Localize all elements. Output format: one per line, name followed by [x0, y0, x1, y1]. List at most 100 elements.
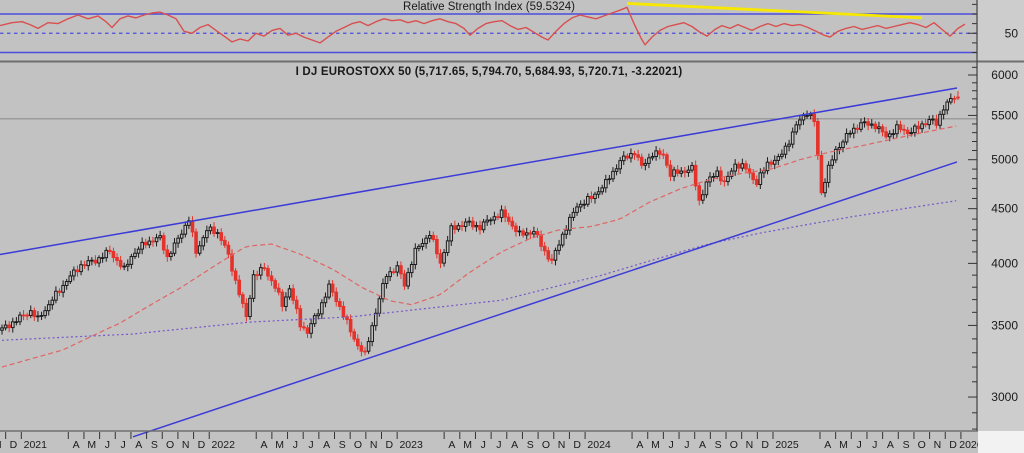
candle-body: [54, 290, 58, 301]
candle-body: [25, 314, 29, 317]
candle-body: [420, 243, 425, 247]
candle-body: [370, 325, 374, 343]
candle-body: [514, 225, 518, 233]
candle-body: [539, 234, 543, 247]
time-axis-label: M: [839, 439, 848, 451]
candle-body: [805, 115, 809, 117]
value-axis-area: [978, 0, 1024, 453]
candle-body: [758, 172, 763, 186]
candle-body: [75, 269, 80, 273]
candle-body: [956, 96, 960, 99]
candle-body: [377, 298, 382, 314]
candle-body: [32, 310, 37, 318]
candle-body: [913, 125, 917, 134]
candle-body: [733, 163, 737, 172]
candle-body: [68, 275, 73, 283]
candle-body: [366, 341, 371, 352]
time-axis-label: J: [293, 439, 298, 451]
candle-body: [262, 267, 267, 269]
ma200-line[interactable]: [1, 200, 957, 341]
candle-body: [316, 313, 321, 317]
candle-body: [542, 245, 547, 252]
candle-body: [722, 180, 727, 183]
candle-body: [614, 168, 619, 172]
time-axis-label: M: [87, 439, 96, 451]
candle-body: [14, 321, 19, 324]
candle-body: [474, 225, 479, 228]
candle-body: [338, 301, 342, 307]
candle-body: [363, 350, 367, 353]
candle-body: [7, 324, 11, 329]
candle-body: [848, 132, 852, 135]
time-axis-label: A: [636, 439, 643, 451]
candle-body: [467, 220, 472, 223]
candle-body: [697, 185, 702, 201]
candle-body: [934, 118, 939, 126]
candle-body: [183, 224, 188, 235]
candle-body: [618, 160, 622, 170]
candle-body: [798, 119, 802, 126]
price-axis-label: 6000: [991, 68, 1018, 82]
candle-body: [294, 299, 299, 310]
upper-channel-trendline[interactable]: [0, 87, 958, 256]
price-plot-area[interactable]: [0, 87, 977, 438]
candle-body: [557, 244, 561, 251]
candle-body: [176, 237, 180, 244]
candles-series[interactable]: [0, 91, 960, 357]
candle-body: [230, 253, 234, 272]
candle-body: [43, 310, 47, 317]
candle-body: [611, 170, 615, 180]
candle-body: [600, 187, 604, 193]
candle-body: [435, 238, 439, 255]
pane-divider: [0, 60, 1024, 63]
candle-body: [859, 122, 863, 130]
candle-body: [568, 216, 572, 231]
candle-body: [765, 161, 770, 172]
candle-body: [834, 148, 838, 161]
candle-body: [409, 263, 414, 274]
candle-body: [582, 203, 587, 206]
candle-body: [726, 175, 730, 183]
lower-channel-trendline[interactable]: [132, 161, 958, 438]
candle-body: [3, 324, 8, 329]
candle-body: [449, 225, 454, 242]
time-axis-label: 2022: [212, 439, 236, 451]
rsi-trendline[interactable]: [626, 2, 923, 20]
candle-body: [93, 259, 98, 264]
candle-body: [949, 97, 953, 103]
candle-body: [672, 169, 676, 177]
candle-body: [442, 252, 446, 264]
candle-body: [826, 164, 831, 183]
candle-body: [589, 195, 594, 200]
candle-body: [855, 127, 860, 130]
candle-body: [938, 113, 942, 126]
rsi-line[interactable]: [0, 6, 966, 46]
candle-body: [10, 321, 15, 329]
candle-body: [596, 191, 601, 195]
time-axis-label: J: [308, 439, 313, 451]
candle-body: [97, 257, 101, 264]
time-axis-label: O: [542, 439, 550, 451]
candle-body: [851, 127, 856, 134]
rsi-plot-area[interactable]: [0, 2, 977, 54]
candle-body: [298, 308, 303, 328]
rsi-axis: 50: [968, 3, 1018, 53]
time-axis-label: A: [323, 439, 330, 451]
candle-body: [100, 257, 105, 259]
candle-body: [481, 221, 486, 231]
candle-body: [240, 294, 245, 304]
candle-body: [931, 118, 935, 121]
price-axis-label: 3000: [991, 390, 1018, 404]
candle-body: [323, 296, 328, 304]
candle-body: [158, 235, 162, 239]
price-axis-label: 3500: [991, 318, 1018, 332]
ma40-line[interactable]: [1, 125, 957, 368]
candle-body: [237, 279, 242, 296]
candle-body: [359, 345, 364, 352]
candle-body: [521, 230, 525, 236]
price-axis-label: 4500: [991, 202, 1018, 216]
candle-body: [18, 314, 22, 323]
time-axis-label: J: [481, 439, 486, 451]
candle-body: [661, 153, 666, 156]
